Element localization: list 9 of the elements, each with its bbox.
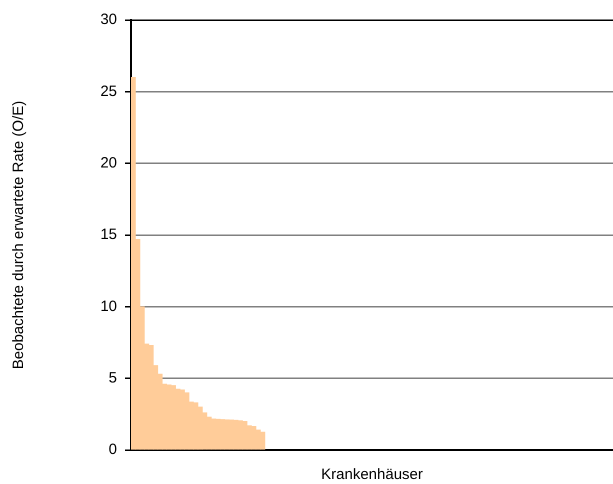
y-tick-label: 10 bbox=[100, 298, 117, 315]
x-axis-title: Krankenhäuser bbox=[321, 466, 423, 484]
y-tick-label: 20 bbox=[100, 154, 117, 172]
y-tick-label: 30 bbox=[100, 11, 117, 28]
y-tick-label: 25 bbox=[100, 82, 117, 100]
y-axis-title: Beobachtete durch erwartete Rate (O/E) bbox=[10, 100, 28, 370]
y-tick-label: 15 bbox=[100, 226, 117, 244]
y-tick-label: 5 bbox=[108, 369, 117, 386]
y-tick-label: 0 bbox=[108, 441, 117, 458]
